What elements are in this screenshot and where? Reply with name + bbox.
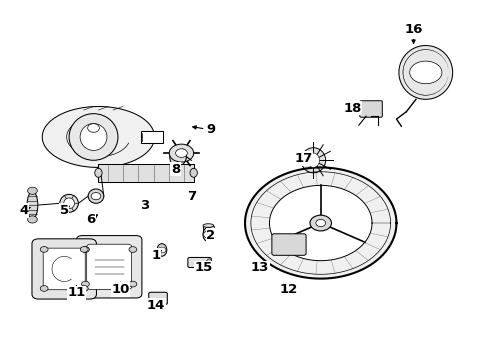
- Text: 17: 17: [294, 152, 313, 165]
- Ellipse shape: [206, 259, 212, 266]
- Circle shape: [27, 216, 37, 223]
- FancyBboxPatch shape: [188, 257, 211, 267]
- Text: 8: 8: [171, 163, 180, 176]
- FancyBboxPatch shape: [360, 101, 382, 117]
- Circle shape: [158, 247, 166, 253]
- Ellipse shape: [95, 168, 102, 177]
- Text: 5: 5: [60, 204, 70, 217]
- Circle shape: [27, 187, 37, 194]
- Text: 12: 12: [280, 283, 298, 296]
- Ellipse shape: [203, 224, 214, 227]
- FancyBboxPatch shape: [32, 239, 97, 299]
- Text: 16: 16: [404, 23, 423, 43]
- Text: 1: 1: [151, 249, 161, 262]
- Circle shape: [80, 285, 88, 291]
- Circle shape: [203, 231, 213, 238]
- Ellipse shape: [410, 61, 442, 84]
- Circle shape: [316, 220, 326, 226]
- Circle shape: [310, 215, 331, 231]
- Circle shape: [40, 285, 48, 291]
- Text: 10: 10: [111, 282, 129, 296]
- Ellipse shape: [170, 149, 178, 165]
- Ellipse shape: [307, 153, 319, 167]
- Circle shape: [129, 247, 137, 252]
- Circle shape: [81, 281, 89, 287]
- FancyBboxPatch shape: [149, 292, 167, 305]
- Text: 11: 11: [67, 285, 86, 300]
- Polygon shape: [42, 107, 155, 167]
- FancyBboxPatch shape: [76, 235, 142, 298]
- Ellipse shape: [190, 168, 197, 177]
- Text: 6: 6: [86, 213, 98, 226]
- Text: 14: 14: [147, 299, 165, 312]
- Text: 18: 18: [343, 102, 362, 115]
- Polygon shape: [399, 45, 453, 99]
- Text: 7: 7: [187, 190, 196, 203]
- Ellipse shape: [88, 189, 104, 203]
- Circle shape: [91, 193, 101, 200]
- Ellipse shape: [301, 148, 326, 173]
- FancyBboxPatch shape: [43, 248, 85, 290]
- Circle shape: [175, 149, 187, 157]
- Ellipse shape: [69, 114, 118, 160]
- Text: 15: 15: [195, 261, 213, 274]
- Circle shape: [80, 247, 88, 252]
- Circle shape: [40, 247, 48, 252]
- Polygon shape: [270, 185, 372, 261]
- Circle shape: [169, 144, 194, 162]
- FancyBboxPatch shape: [142, 131, 163, 143]
- Ellipse shape: [64, 198, 74, 209]
- FancyBboxPatch shape: [87, 244, 132, 289]
- Polygon shape: [203, 226, 214, 234]
- Ellipse shape: [27, 192, 38, 219]
- Text: 13: 13: [250, 261, 269, 274]
- Polygon shape: [98, 164, 194, 182]
- FancyBboxPatch shape: [272, 234, 306, 255]
- Ellipse shape: [203, 227, 214, 242]
- Polygon shape: [245, 167, 396, 279]
- Circle shape: [88, 124, 99, 132]
- Ellipse shape: [80, 123, 107, 150]
- Text: 4: 4: [20, 204, 30, 217]
- Circle shape: [129, 281, 137, 287]
- Circle shape: [81, 247, 89, 252]
- Text: 2: 2: [206, 229, 216, 242]
- Ellipse shape: [157, 244, 167, 256]
- Text: 3: 3: [140, 199, 149, 212]
- Ellipse shape: [60, 194, 78, 212]
- Text: 9: 9: [193, 123, 216, 136]
